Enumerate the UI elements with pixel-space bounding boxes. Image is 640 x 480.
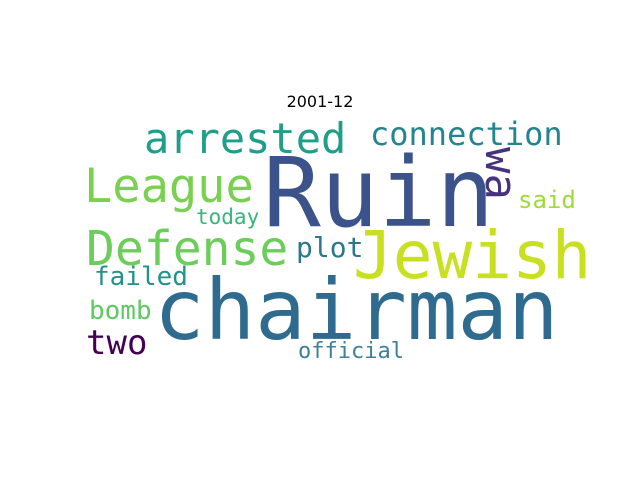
- word-defense: Defense: [86, 221, 289, 277]
- word-arrested: arrested: [144, 114, 347, 163]
- word-today: today: [196, 205, 260, 229]
- word-bomb: bomb: [89, 296, 152, 326]
- word-connection: connection: [370, 115, 563, 153]
- word-two: two: [86, 323, 148, 363]
- word-wa: wa: [475, 147, 526, 200]
- word-league: League: [84, 159, 254, 214]
- word-chairman: chairman: [154, 261, 559, 359]
- word-said: said: [518, 186, 576, 214]
- figure-title: 2001-12: [286, 92, 354, 111]
- word-official: official: [298, 339, 404, 364]
- word-failed: failed: [94, 262, 188, 292]
- word-jewish: Jewish: [353, 217, 592, 294]
- word-plot: plot: [296, 231, 364, 264]
- word-ruin: Ruin: [263, 137, 495, 249]
